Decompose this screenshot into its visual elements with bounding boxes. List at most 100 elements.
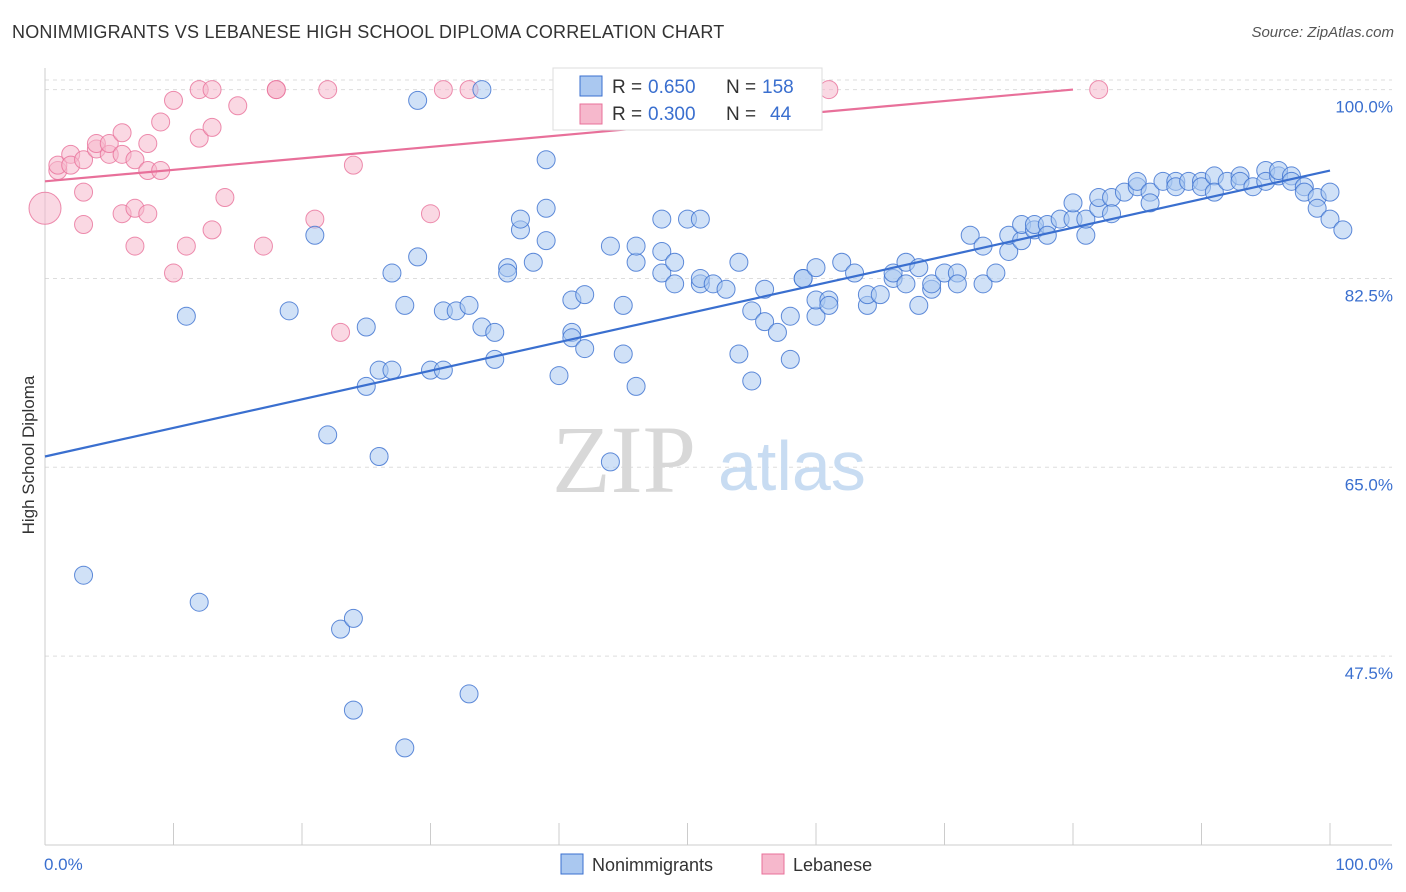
nonimmigrant-point bbox=[472, 80, 492, 100]
nonimmigrant-point bbox=[767, 322, 787, 342]
nonimmigrant-point bbox=[459, 295, 479, 315]
lebanese-point bbox=[74, 214, 94, 234]
nonimmigrant-point bbox=[729, 344, 749, 364]
nonimmigrant-point bbox=[600, 236, 620, 256]
nonimmigrant-point bbox=[1140, 193, 1160, 213]
nonimmigrant-point bbox=[729, 252, 749, 272]
legend-n-value-nonimmigrants: 158 bbox=[762, 77, 794, 98]
chart-source: Source: ZipAtlas.com bbox=[1251, 24, 1394, 41]
nonimmigrant-point bbox=[742, 301, 762, 321]
lebanese-point bbox=[164, 263, 183, 283]
watermark-zip: ZIP bbox=[552, 406, 696, 513]
nonimmigrant-point bbox=[716, 279, 736, 299]
lebanese-point bbox=[125, 236, 145, 256]
lebanese-point bbox=[433, 80, 453, 100]
nonimmigrant-point bbox=[652, 209, 672, 229]
nonimmigrant-point bbox=[331, 619, 351, 639]
nonimmigrant-point bbox=[909, 295, 929, 315]
nonimmigrant-point bbox=[600, 452, 620, 472]
nonimmigrant-point bbox=[922, 274, 942, 294]
lebanese-point bbox=[253, 236, 273, 256]
nonimmigrant-point bbox=[665, 274, 685, 294]
nonimmigrant-point bbox=[690, 209, 710, 229]
nonimmigrant-point bbox=[832, 252, 852, 272]
legend-r-value-nonimmigrants: 0.650 bbox=[648, 77, 696, 98]
nonimmigrants-trend-line bbox=[44, 169, 1331, 458]
nonimmigrant-point bbox=[369, 447, 389, 466]
nonimmigrant-point bbox=[1063, 193, 1083, 213]
nonimmigrant-point bbox=[1333, 220, 1353, 240]
watermark: ZIP atlas bbox=[552, 406, 866, 513]
nonimmigrant-point bbox=[870, 285, 890, 305]
lebanese-point bbox=[125, 150, 145, 170]
x-axis bbox=[44, 823, 1392, 846]
nonimmigrant-point bbox=[845, 263, 865, 283]
lebanese-point bbox=[74, 150, 94, 170]
nonimmigrant-point bbox=[652, 241, 672, 261]
nonimmigrant-point bbox=[536, 198, 556, 218]
nonimmigrant-point bbox=[382, 263, 402, 283]
lebanese-point bbox=[318, 80, 338, 100]
nonimmigrant-point bbox=[176, 306, 196, 326]
nonimmigrant-point bbox=[1320, 209, 1340, 229]
y-tick-label: 47.5% bbox=[1345, 664, 1393, 683]
lebanese-trend-line bbox=[44, 88, 1074, 183]
nonimmigrant-point bbox=[498, 263, 518, 283]
nonimmigrant-point bbox=[626, 376, 646, 396]
nonimmigrant-point bbox=[575, 285, 595, 305]
lebanese-point bbox=[202, 80, 222, 100]
nonimmigrant-point bbox=[755, 279, 775, 299]
nonimmigrant-point bbox=[780, 306, 800, 326]
lebanese-point bbox=[343, 155, 363, 175]
nonimmigrant-point bbox=[1076, 225, 1096, 245]
nonimmigrant-point bbox=[318, 425, 338, 445]
y-tick-label: 65.0% bbox=[1345, 475, 1393, 494]
y-axis-title: High School Diploma bbox=[19, 375, 38, 534]
nonimmigrants-points bbox=[74, 80, 1353, 758]
lebanese-point bbox=[421, 204, 440, 224]
nonimmigrant-point bbox=[343, 608, 363, 628]
legend-n-label-nonimmigrants: N = bbox=[726, 77, 756, 98]
y-tick-label: 82.5% bbox=[1345, 286, 1393, 305]
legend-swatch-lebanese bbox=[579, 103, 603, 125]
x-axis-ticks bbox=[44, 823, 1331, 845]
nonimmigrant-point bbox=[485, 322, 505, 342]
nonimmigrant-point bbox=[613, 344, 633, 364]
lebanese-point bbox=[266, 80, 286, 100]
legend-r-value-lebanese: 0.300 bbox=[648, 104, 696, 125]
lebanese-point bbox=[202, 117, 222, 137]
chart-title: NONIMMIGRANTS VS LEBANESE HIGH SCHOOL DI… bbox=[12, 22, 725, 42]
nonimmigrant-point bbox=[806, 258, 826, 278]
lebanese-point bbox=[99, 134, 119, 154]
nonimmigrant-point bbox=[973, 274, 993, 294]
nonimmigrant-point bbox=[947, 274, 967, 294]
y-tick-label: 100.0% bbox=[1335, 98, 1393, 117]
legend-r-label-nonimmigrants: R = bbox=[612, 77, 642, 98]
nonimmigrant-point bbox=[523, 252, 543, 272]
lebanese-point bbox=[228, 96, 248, 116]
nonimmigrant-point bbox=[459, 684, 479, 704]
nonimmigrant-point bbox=[780, 349, 800, 369]
nonimmigrant-point bbox=[356, 317, 376, 337]
x-tick-label-min: 0.0% bbox=[44, 855, 83, 874]
nonimmigrant-point bbox=[1320, 182, 1340, 202]
lebanese-point bbox=[138, 204, 158, 224]
legend-n-value-lebanese: 44 bbox=[770, 104, 792, 125]
legend-r-label-lebanese: R = bbox=[612, 104, 642, 125]
nonimmigrant-point bbox=[896, 274, 916, 294]
nonimmigrant-point bbox=[395, 295, 415, 315]
nonimmigrant-point bbox=[742, 371, 762, 391]
nonimmigrant-point bbox=[74, 565, 94, 585]
nonimmigrant-point bbox=[305, 225, 325, 245]
nonimmigrant-point bbox=[408, 90, 428, 110]
lebanese-point bbox=[189, 128, 209, 148]
lebanese-point bbox=[74, 182, 94, 202]
nonimmigrant-point bbox=[395, 738, 415, 758]
nonimmigrant-point bbox=[960, 225, 980, 245]
nonimmigrant-point bbox=[1307, 198, 1327, 218]
nonimmigrant-point bbox=[652, 263, 672, 283]
nonimmigrant-point bbox=[189, 592, 209, 612]
nonimmigrant-point bbox=[382, 360, 402, 380]
bottom-legend-swatch-nonimmigrants bbox=[560, 853, 584, 875]
nonimmigrant-point bbox=[536, 231, 556, 251]
